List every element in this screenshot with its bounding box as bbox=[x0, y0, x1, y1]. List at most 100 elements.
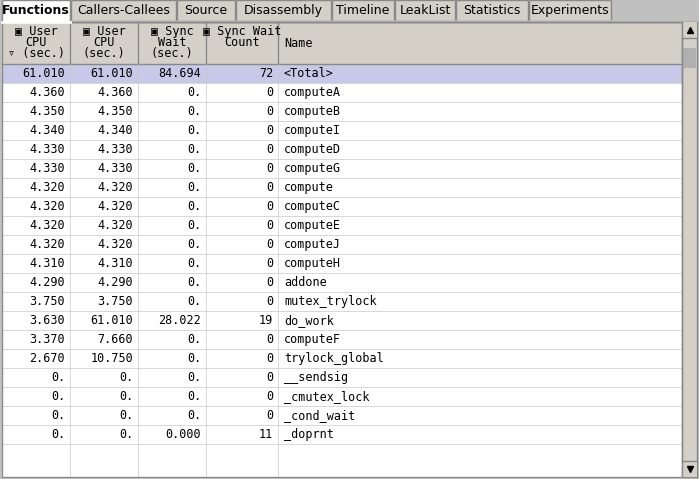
Text: 0: 0 bbox=[266, 371, 273, 384]
Text: 4.330: 4.330 bbox=[97, 143, 133, 156]
Bar bbox=[2, 83, 682, 102]
Text: 0: 0 bbox=[266, 162, 273, 175]
Text: 0: 0 bbox=[266, 409, 273, 422]
Text: 4.330: 4.330 bbox=[29, 162, 65, 175]
Text: 4.320: 4.320 bbox=[97, 200, 133, 213]
Text: CPU: CPU bbox=[25, 35, 47, 48]
Bar bbox=[2, 178, 682, 197]
Text: computeB: computeB bbox=[284, 105, 341, 118]
Bar bbox=[2, 235, 682, 254]
Text: ▣ User: ▣ User bbox=[15, 24, 57, 37]
Bar bbox=[2, 64, 682, 83]
Bar bbox=[529, 0, 611, 20]
Text: computeF: computeF bbox=[284, 333, 341, 346]
Text: mutex_trylock: mutex_trylock bbox=[284, 295, 377, 308]
Text: 0: 0 bbox=[266, 143, 273, 156]
Text: 4.340: 4.340 bbox=[97, 124, 133, 137]
Text: 0: 0 bbox=[266, 200, 273, 213]
Text: 2.670: 2.670 bbox=[29, 352, 65, 365]
Text: do_work: do_work bbox=[284, 314, 334, 327]
Text: 0.: 0. bbox=[51, 428, 65, 441]
Bar bbox=[683, 48, 696, 68]
Text: 0.: 0. bbox=[51, 409, 65, 422]
Text: compute: compute bbox=[284, 181, 334, 194]
Text: computeE: computeE bbox=[284, 219, 341, 232]
Bar bbox=[2, 197, 682, 216]
Text: 0.: 0. bbox=[51, 390, 65, 403]
Bar bbox=[2, 425, 682, 444]
Text: 4.290: 4.290 bbox=[97, 276, 133, 289]
Text: 4.320: 4.320 bbox=[29, 238, 65, 251]
Text: 0.: 0. bbox=[187, 238, 201, 251]
Text: 4.290: 4.290 bbox=[29, 276, 65, 289]
Text: 7.660: 7.660 bbox=[97, 333, 133, 346]
Text: 61.010: 61.010 bbox=[22, 67, 65, 80]
Text: 4.320: 4.320 bbox=[29, 200, 65, 213]
Text: 4.320: 4.320 bbox=[97, 219, 133, 232]
Bar bbox=[177, 0, 235, 20]
Bar bbox=[682, 22, 697, 477]
Text: 4.320: 4.320 bbox=[29, 181, 65, 194]
Bar bbox=[2, 102, 682, 121]
Text: 3.750: 3.750 bbox=[97, 295, 133, 308]
Text: 4.320: 4.320 bbox=[29, 219, 65, 232]
Bar bbox=[682, 22, 697, 477]
Text: CPU: CPU bbox=[93, 35, 115, 48]
Text: 61.010: 61.010 bbox=[90, 314, 133, 327]
Text: Functions: Functions bbox=[2, 3, 70, 16]
Text: 0.: 0. bbox=[119, 390, 133, 403]
Text: 0.: 0. bbox=[187, 105, 201, 118]
Bar bbox=[456, 0, 528, 20]
Text: 0.: 0. bbox=[187, 124, 201, 137]
Text: 0: 0 bbox=[266, 181, 273, 194]
Text: Callers-Callees: Callers-Callees bbox=[77, 3, 170, 16]
Bar bbox=[236, 0, 331, 20]
Text: 0: 0 bbox=[266, 124, 273, 137]
Text: Timeline: Timeline bbox=[336, 3, 389, 16]
Text: _doprnt: _doprnt bbox=[284, 428, 334, 441]
Text: 0: 0 bbox=[266, 86, 273, 99]
Bar bbox=[2, 216, 682, 235]
Text: 3.750: 3.750 bbox=[29, 295, 65, 308]
Bar bbox=[2, 0, 70, 23]
Text: 4.350: 4.350 bbox=[97, 105, 133, 118]
Text: computeG: computeG bbox=[284, 162, 341, 175]
Text: 72: 72 bbox=[259, 67, 273, 80]
Text: 0.: 0. bbox=[187, 200, 201, 213]
Text: 3.630: 3.630 bbox=[29, 314, 65, 327]
Text: 28.022: 28.022 bbox=[158, 314, 201, 327]
Text: 0.: 0. bbox=[187, 181, 201, 194]
Bar bbox=[2, 406, 682, 425]
Text: 0: 0 bbox=[266, 333, 273, 346]
Text: 10.750: 10.750 bbox=[90, 352, 133, 365]
Text: computeH: computeH bbox=[284, 257, 341, 270]
Text: 0: 0 bbox=[266, 295, 273, 308]
Bar bbox=[682, 22, 697, 38]
Text: 0.: 0. bbox=[187, 162, 201, 175]
Text: 0.: 0. bbox=[187, 371, 201, 384]
Bar bbox=[2, 387, 682, 406]
Text: 4.360: 4.360 bbox=[97, 86, 133, 99]
Bar bbox=[2, 273, 682, 292]
Text: 0.: 0. bbox=[119, 371, 133, 384]
Text: __sendsig: __sendsig bbox=[284, 371, 348, 384]
Bar bbox=[682, 461, 697, 477]
Text: 4.310: 4.310 bbox=[29, 257, 65, 270]
Text: 4.340: 4.340 bbox=[29, 124, 65, 137]
Bar bbox=[2, 140, 682, 159]
Text: 0.: 0. bbox=[119, 409, 133, 422]
Text: 11: 11 bbox=[259, 428, 273, 441]
Text: Name: Name bbox=[284, 36, 312, 49]
Text: 0.: 0. bbox=[187, 143, 201, 156]
Text: Disassembly: Disassembly bbox=[244, 3, 323, 16]
Text: ▣ User: ▣ User bbox=[82, 24, 125, 37]
Bar bbox=[2, 311, 682, 330]
Text: 0.: 0. bbox=[187, 86, 201, 99]
Text: 0.: 0. bbox=[187, 276, 201, 289]
Text: 61.010: 61.010 bbox=[90, 67, 133, 80]
Text: (sec.): (sec.) bbox=[150, 46, 194, 59]
Text: 0: 0 bbox=[266, 390, 273, 403]
Text: (sec.): (sec.) bbox=[82, 46, 125, 59]
Bar bbox=[2, 292, 682, 311]
Text: computeA: computeA bbox=[284, 86, 341, 99]
